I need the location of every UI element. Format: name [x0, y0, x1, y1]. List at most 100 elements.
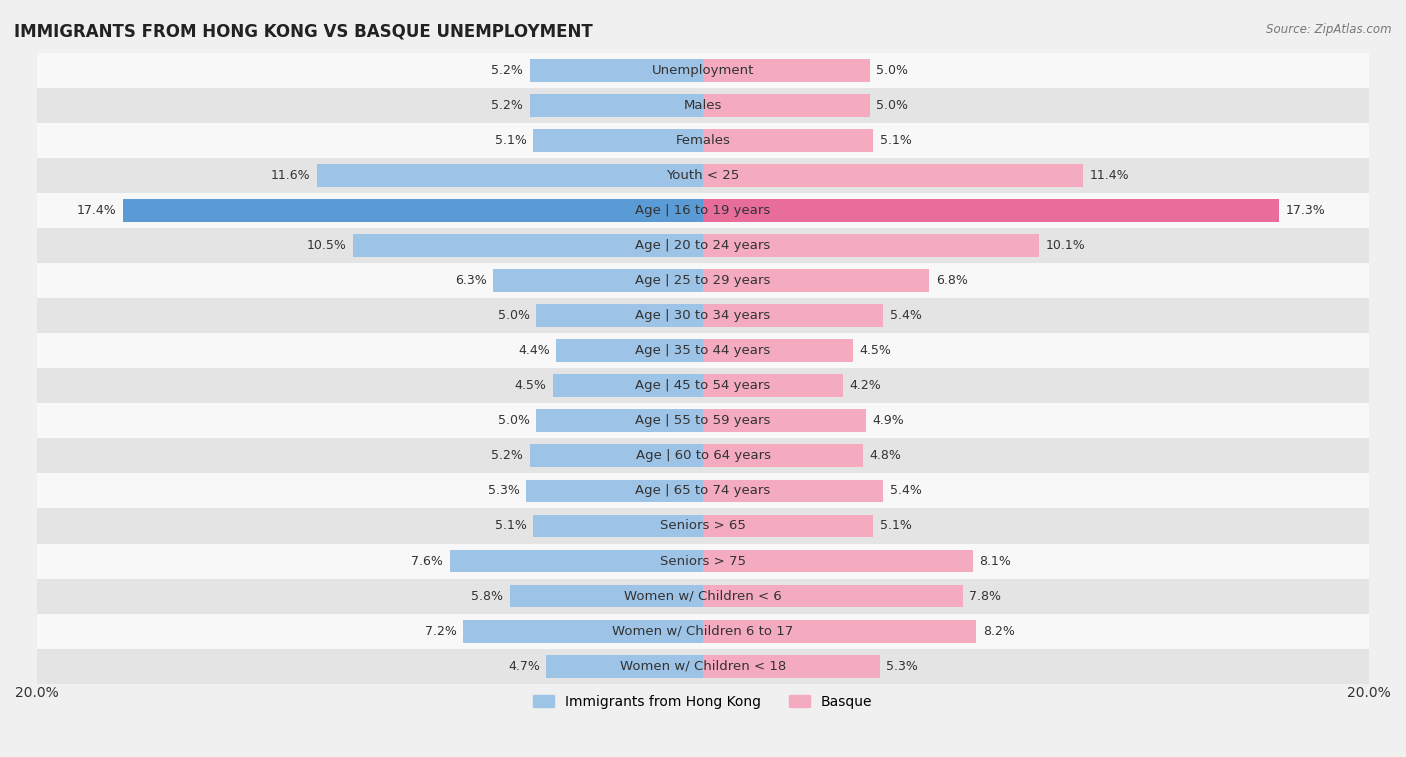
Text: 5.4%: 5.4%	[890, 309, 921, 322]
Bar	[37, 509, 1369, 544]
Text: 6.8%: 6.8%	[936, 274, 967, 287]
Bar	[703, 479, 883, 503]
Text: 5.1%: 5.1%	[495, 519, 526, 532]
Bar	[553, 375, 703, 397]
Text: 5.3%: 5.3%	[488, 484, 520, 497]
Text: Age | 65 to 74 years: Age | 65 to 74 years	[636, 484, 770, 497]
Bar	[703, 410, 866, 432]
Text: Age | 30 to 34 years: Age | 30 to 34 years	[636, 309, 770, 322]
Bar	[37, 473, 1369, 509]
Text: 4.4%: 4.4%	[517, 344, 550, 357]
Bar	[703, 550, 973, 572]
Bar	[537, 304, 703, 327]
Bar	[557, 339, 703, 362]
Text: 5.0%: 5.0%	[498, 414, 530, 428]
Bar	[37, 53, 1369, 88]
Text: 5.0%: 5.0%	[876, 99, 908, 112]
Bar	[37, 333, 1369, 368]
Text: 11.6%: 11.6%	[270, 169, 309, 182]
Text: 5.2%: 5.2%	[491, 64, 523, 77]
Bar	[703, 655, 880, 678]
Bar	[703, 199, 1279, 222]
Text: 17.4%: 17.4%	[77, 204, 117, 217]
Text: Source: ZipAtlas.com: Source: ZipAtlas.com	[1267, 23, 1392, 36]
Bar	[530, 444, 703, 467]
Bar	[316, 164, 703, 187]
Text: Youth < 25: Youth < 25	[666, 169, 740, 182]
Text: 5.1%: 5.1%	[880, 134, 911, 147]
Text: 11.4%: 11.4%	[1090, 169, 1129, 182]
Bar	[703, 94, 869, 117]
Bar	[703, 129, 873, 152]
Text: Seniors > 65: Seniors > 65	[659, 519, 747, 532]
Bar	[37, 158, 1369, 193]
Bar	[703, 339, 853, 362]
Text: 5.4%: 5.4%	[890, 484, 921, 497]
Text: 7.2%: 7.2%	[425, 625, 457, 637]
Text: 6.3%: 6.3%	[454, 274, 486, 287]
Text: Unemployment: Unemployment	[652, 64, 754, 77]
Text: Age | 45 to 54 years: Age | 45 to 54 years	[636, 379, 770, 392]
Text: Females: Females	[675, 134, 731, 147]
Bar	[353, 234, 703, 257]
Text: 4.2%: 4.2%	[849, 379, 882, 392]
Bar	[463, 620, 703, 643]
Bar	[703, 584, 963, 607]
Text: Women w/ Children 6 to 17: Women w/ Children 6 to 17	[613, 625, 793, 637]
Bar	[703, 234, 1039, 257]
Bar	[37, 649, 1369, 684]
Legend: Immigrants from Hong Kong, Basque: Immigrants from Hong Kong, Basque	[527, 690, 879, 715]
Text: 4.7%: 4.7%	[508, 659, 540, 673]
Text: Women w/ Children < 18: Women w/ Children < 18	[620, 659, 786, 673]
Bar	[703, 269, 929, 292]
Text: 5.0%: 5.0%	[498, 309, 530, 322]
Bar	[530, 94, 703, 117]
Bar	[37, 438, 1369, 473]
Text: 10.1%: 10.1%	[1046, 239, 1085, 252]
Text: 8.1%: 8.1%	[980, 555, 1011, 568]
Bar	[703, 620, 976, 643]
Text: 7.8%: 7.8%	[970, 590, 1001, 603]
Text: 4.9%: 4.9%	[873, 414, 904, 428]
Text: Age | 35 to 44 years: Age | 35 to 44 years	[636, 344, 770, 357]
Text: Women w/ Children < 6: Women w/ Children < 6	[624, 590, 782, 603]
Bar	[37, 298, 1369, 333]
Bar	[37, 123, 1369, 158]
Bar	[37, 614, 1369, 649]
Text: Age | 55 to 59 years: Age | 55 to 59 years	[636, 414, 770, 428]
Text: 4.5%: 4.5%	[515, 379, 547, 392]
Bar	[37, 193, 1369, 228]
Bar	[537, 410, 703, 432]
Text: 5.2%: 5.2%	[491, 99, 523, 112]
Bar	[530, 59, 703, 82]
Bar	[703, 375, 842, 397]
Text: Males: Males	[683, 99, 723, 112]
Bar	[533, 129, 703, 152]
Bar	[547, 655, 703, 678]
Text: Age | 25 to 29 years: Age | 25 to 29 years	[636, 274, 770, 287]
Text: Age | 20 to 24 years: Age | 20 to 24 years	[636, 239, 770, 252]
Text: 7.6%: 7.6%	[412, 555, 443, 568]
Text: 10.5%: 10.5%	[307, 239, 347, 252]
Text: Seniors > 75: Seniors > 75	[659, 555, 747, 568]
Text: 5.1%: 5.1%	[495, 134, 526, 147]
Bar	[533, 515, 703, 537]
Bar	[37, 228, 1369, 263]
Text: 5.3%: 5.3%	[886, 659, 918, 673]
Text: 5.0%: 5.0%	[876, 64, 908, 77]
Text: IMMIGRANTS FROM HONG KONG VS BASQUE UNEMPLOYMENT: IMMIGRANTS FROM HONG KONG VS BASQUE UNEM…	[14, 23, 593, 41]
Bar	[703, 304, 883, 327]
Text: 4.5%: 4.5%	[859, 344, 891, 357]
Bar	[37, 88, 1369, 123]
Bar	[494, 269, 703, 292]
Bar	[703, 515, 873, 537]
Text: 5.2%: 5.2%	[491, 450, 523, 463]
Bar	[37, 403, 1369, 438]
Bar	[703, 444, 863, 467]
Text: 17.3%: 17.3%	[1286, 204, 1326, 217]
Text: 8.2%: 8.2%	[983, 625, 1015, 637]
Bar	[510, 584, 703, 607]
Bar	[37, 544, 1369, 578]
Bar	[124, 199, 703, 222]
Bar	[450, 550, 703, 572]
